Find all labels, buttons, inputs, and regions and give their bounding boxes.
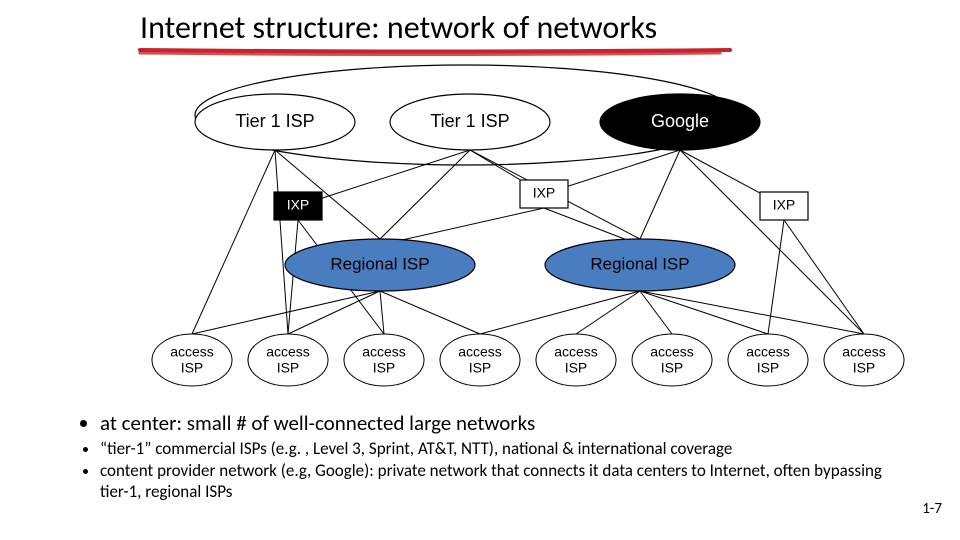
- svg-text:Regional ISP: Regional ISP: [590, 254, 689, 273]
- svg-text:ISP: ISP: [757, 360, 780, 376]
- svg-text:ISP: ISP: [853, 360, 876, 376]
- svg-text:ISP: ISP: [277, 360, 300, 376]
- svg-text:ISP: ISP: [565, 360, 588, 376]
- svg-text:IXP: IXP: [287, 197, 310, 213]
- svg-text:access: access: [650, 344, 694, 360]
- svg-text:access: access: [746, 344, 790, 360]
- svg-text:access: access: [266, 344, 310, 360]
- svg-text:Tier 1 ISP: Tier 1 ISP: [430, 111, 509, 131]
- svg-text:access: access: [554, 344, 598, 360]
- svg-text:ISP: ISP: [661, 360, 684, 376]
- svg-text:Regional ISP: Regional ISP: [330, 254, 429, 273]
- edges: [192, 150, 864, 334]
- svg-text:ISP: ISP: [469, 360, 492, 376]
- main-bullet: at center: small # of well-connected lar…: [100, 410, 910, 436]
- svg-text:Google: Google: [651, 111, 709, 131]
- svg-text:access: access: [458, 344, 502, 360]
- svg-text:ISP: ISP: [181, 360, 204, 376]
- svg-text:ISP: ISP: [373, 360, 396, 376]
- svg-text:Tier 1 ISP: Tier 1 ISP: [235, 111, 314, 131]
- svg-text:IXP: IXP: [773, 197, 796, 213]
- svg-text:IXP: IXP: [533, 185, 556, 201]
- svg-text:access: access: [170, 344, 214, 360]
- page-number: 1-7: [922, 500, 942, 518]
- svg-text:access: access: [842, 344, 886, 360]
- bullets-block: at center: small # of well-connected lar…: [80, 410, 910, 503]
- svg-text:access: access: [362, 344, 406, 360]
- sub-bullet-0: “tier-1” commercial ISPs (e.g. , Level 3…: [100, 438, 910, 459]
- sub-bullet-1: content provider network (e.g, Google): …: [100, 460, 910, 502]
